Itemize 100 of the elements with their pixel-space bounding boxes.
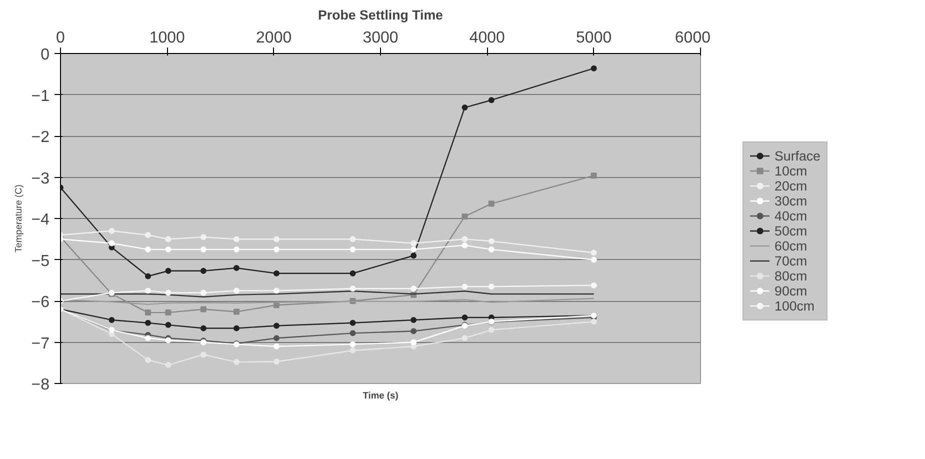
point <box>350 270 356 276</box>
legend-label: 80cm <box>774 268 808 283</box>
point <box>590 65 597 72</box>
chart-title: Probe Settling Time <box>318 8 443 22</box>
point <box>165 362 172 368</box>
point <box>200 352 206 358</box>
point <box>462 104 468 111</box>
point <box>144 273 151 280</box>
point <box>462 314 468 320</box>
legend-label: 100cm <box>774 298 815 313</box>
point <box>274 288 280 294</box>
point <box>274 358 280 365</box>
point <box>590 282 597 288</box>
y-tick-label: −3 <box>31 170 50 188</box>
point <box>410 286 417 292</box>
y-tick-label: −1 <box>31 88 50 105</box>
point <box>488 246 494 252</box>
point <box>488 97 494 104</box>
point <box>108 316 115 323</box>
point <box>410 328 417 334</box>
y-tick-label: −2 <box>31 129 50 146</box>
x-tick-label: 3000 <box>362 30 398 46</box>
x-tick-label: 5000 <box>576 30 612 46</box>
point <box>462 284 468 290</box>
x-tick-label: 0 <box>56 30 66 46</box>
point <box>144 288 151 294</box>
point <box>200 290 206 296</box>
x-tick-label: 1000 <box>149 30 186 46</box>
point <box>200 234 206 240</box>
y-tick-label: −6 <box>31 294 50 311</box>
point <box>590 250 597 256</box>
point <box>350 286 356 292</box>
point <box>488 200 494 207</box>
point <box>144 356 151 363</box>
point <box>462 242 468 248</box>
point <box>165 236 172 242</box>
legend-label: 90cm <box>774 283 808 298</box>
legend-label: 50cm <box>774 223 808 238</box>
point <box>590 172 597 179</box>
point <box>234 325 240 332</box>
legend-label: Surface <box>774 148 820 163</box>
point <box>462 335 468 342</box>
x-tick-label: 2000 <box>256 30 292 46</box>
x-tick-label: 6000 <box>674 30 711 46</box>
point <box>274 236 280 242</box>
point <box>462 213 468 220</box>
point <box>234 288 240 294</box>
point <box>144 310 151 316</box>
point <box>350 341 356 348</box>
x-tick-label: 4000 <box>469 30 506 46</box>
point <box>350 246 356 252</box>
point <box>108 228 115 234</box>
y-axis-title: Temperature (C) <box>13 184 24 252</box>
point <box>274 343 280 350</box>
x-axis-title: Time (s) <box>362 390 398 400</box>
point <box>165 310 172 316</box>
legend-label: 60cm <box>774 238 808 253</box>
legend-label: 70cm <box>774 253 808 268</box>
point <box>234 265 240 271</box>
point <box>462 236 468 242</box>
point <box>350 236 356 242</box>
point <box>274 322 280 329</box>
point <box>165 322 172 328</box>
point <box>410 246 417 252</box>
point <box>234 236 240 242</box>
y-tick-label: −5 <box>31 252 50 270</box>
point <box>108 240 115 246</box>
point <box>410 240 417 246</box>
point <box>410 252 417 259</box>
point <box>144 246 151 252</box>
y-tick-label: −7 <box>31 335 50 352</box>
legend-label: 10cm <box>774 163 808 178</box>
point <box>165 268 172 274</box>
point <box>274 335 280 342</box>
point <box>488 238 494 244</box>
point <box>274 246 280 252</box>
point <box>234 308 240 315</box>
point <box>200 268 206 274</box>
point <box>274 270 280 276</box>
point <box>144 232 151 238</box>
y-tick-label: 0 <box>40 46 50 64</box>
point <box>488 284 494 290</box>
legend-label: 40cm <box>774 208 808 223</box>
point <box>165 246 172 252</box>
point <box>165 290 172 296</box>
point <box>488 326 494 333</box>
point <box>590 256 597 263</box>
point <box>350 330 356 336</box>
point <box>234 246 240 252</box>
point <box>144 335 151 342</box>
point <box>144 320 151 326</box>
legend-label: 30cm <box>774 193 808 208</box>
point <box>410 339 417 346</box>
point <box>200 306 206 312</box>
point <box>590 318 597 325</box>
point <box>350 348 356 354</box>
point <box>234 359 240 366</box>
point <box>350 320 356 326</box>
point <box>200 325 206 332</box>
y-tick-label: −8 <box>31 376 50 394</box>
